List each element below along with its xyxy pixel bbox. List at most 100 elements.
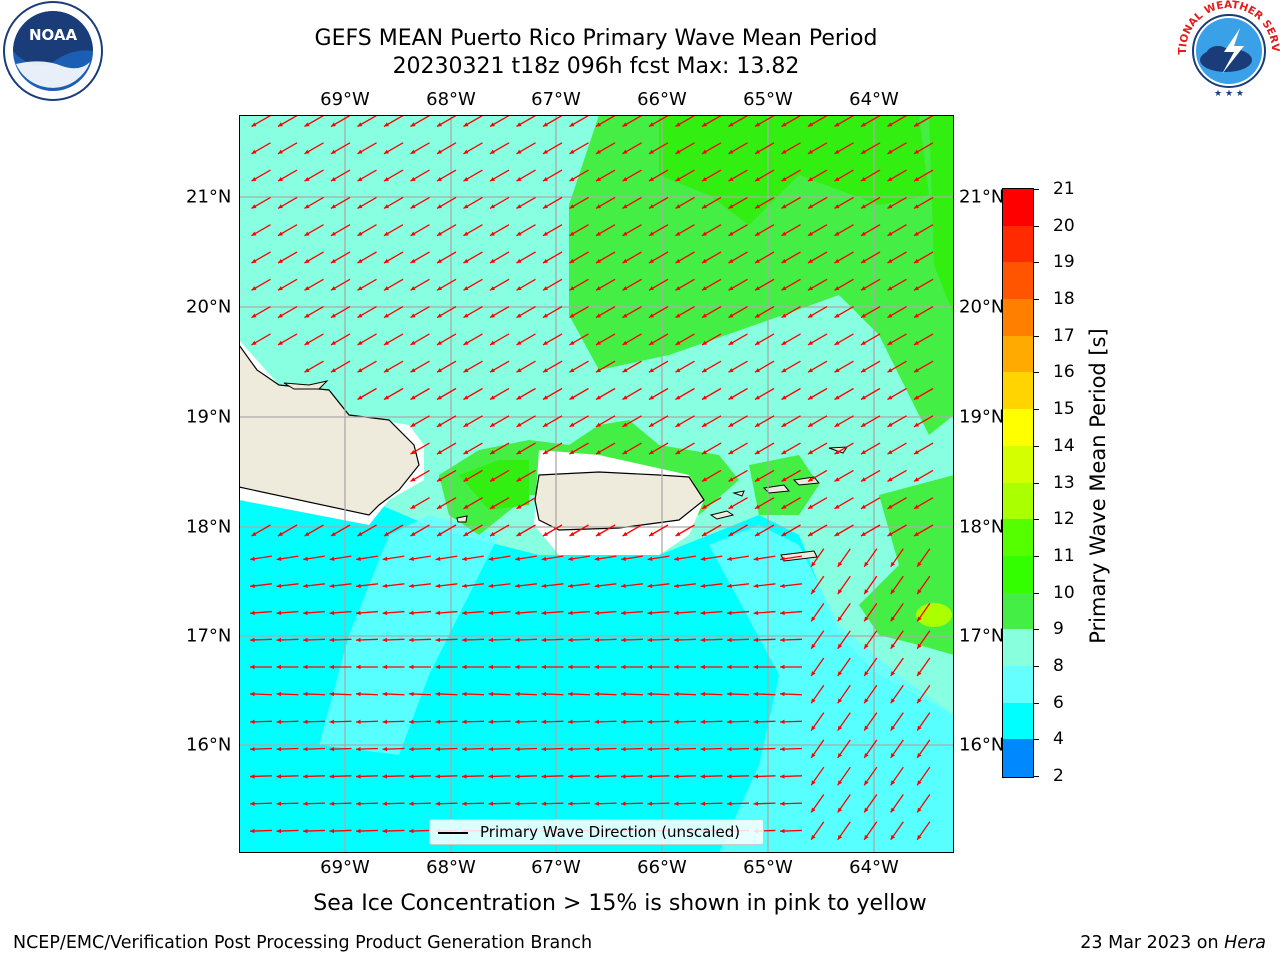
- colorbar-segment: [1003, 592, 1033, 630]
- wave-direction-arrow: [620, 774, 644, 779]
- wave-direction-arrow: [410, 415, 430, 428]
- wave-direction-arrow: [754, 524, 775, 537]
- graticule: [239, 115, 954, 853]
- wave-direction-arrow: [516, 196, 536, 209]
- wave-direction-arrow: [569, 415, 589, 428]
- colorbar-segment: [1003, 409, 1033, 447]
- wave-direction-arrow: [860, 224, 881, 237]
- wave-direction-arrow: [781, 387, 801, 401]
- wave-direction-arrow: [276, 637, 299, 643]
- wave-direction-arrow: [410, 224, 430, 237]
- wave-direction-arrow: [726, 637, 750, 643]
- wave-direction-arrow: [726, 746, 750, 752]
- wave-direction-arrow: [810, 548, 825, 568]
- wave-direction-arrow: [834, 415, 854, 428]
- wave-direction-arrow: [249, 637, 273, 643]
- wave-direction-arrow: [779, 774, 803, 779]
- wave-direction-arrow: [569, 251, 589, 264]
- lat-label-right-21n: 21°N: [959, 186, 1005, 208]
- wave-direction-arrow: [863, 575, 878, 595]
- wave-direction-arrow: [542, 306, 563, 319]
- wave-direction-arrow: [249, 583, 273, 589]
- wave-direction-arrow: [647, 746, 670, 752]
- colorbar-tick-mark: [1033, 776, 1039, 777]
- wave-direction-arrow: [622, 360, 642, 373]
- colorbar-tick-mark: [1033, 555, 1039, 557]
- wave-direction-arrow: [488, 555, 511, 561]
- colorbar-segment: [1003, 665, 1033, 704]
- colorbar-tick-mark: [1033, 299, 1039, 301]
- colorbar-tick-mark: [1033, 372, 1039, 374]
- wave-direction-arrow: [887, 196, 907, 209]
- wave-direction-arrow: [701, 251, 722, 264]
- wave-direction-arrow: [594, 637, 617, 643]
- wave-direction-arrow: [781, 251, 801, 264]
- wave-direction-arrow: [541, 555, 564, 561]
- wave-direction-arrow: [514, 637, 538, 643]
- wave-direction-arrow: [489, 387, 510, 401]
- wave-direction-arrow: [700, 610, 723, 616]
- wave-direction-arrow: [594, 664, 617, 670]
- wave-direction-arrow: [249, 719, 273, 725]
- wave-direction-arrow: [277, 224, 298, 237]
- wave-direction-arrow: [277, 333, 298, 346]
- wave-direction-arrow: [276, 828, 299, 834]
- wave-direction-arrow: [489, 497, 510, 510]
- wave-direction-arrow: [302, 719, 326, 725]
- wave-direction-arrow: [673, 746, 697, 752]
- wave-direction-arrow: [251, 196, 271, 209]
- wave-direction-arrow: [779, 583, 803, 589]
- wave-direction-arrow: [569, 333, 589, 346]
- wave-direction-arrow: [620, 637, 644, 643]
- wave-direction-arrow: [436, 469, 457, 482]
- colorbar-tick-label: 8: [1053, 655, 1064, 676]
- wave-direction-arrow: [251, 169, 271, 182]
- wave-direction-arrow: [913, 278, 934, 291]
- wave-direction-arrow: [754, 306, 775, 319]
- wave-direction-arrow: [488, 801, 511, 806]
- wave-direction-arrow: [595, 387, 616, 401]
- wave-direction-arrow: [357, 360, 377, 373]
- wave-direction-arrow: [673, 664, 697, 670]
- wave-direction-arrow: [887, 360, 907, 373]
- wave-direction-arrow: [834, 278, 854, 291]
- wave-direction-arrow: [594, 719, 617, 725]
- wave-direction-arrow: [834, 469, 854, 482]
- wave-direction-arrow: [622, 442, 642, 455]
- wave-direction-arrow: [516, 415, 536, 428]
- wave-direction-arrow: [648, 333, 669, 346]
- lat-label-left-21n: 21°N: [186, 186, 232, 208]
- wave-direction-arrow: [329, 801, 352, 806]
- wave-direction-arrow: [329, 691, 352, 697]
- wave-direction-arrow: [516, 251, 536, 264]
- wave-direction-arrow: [860, 415, 881, 428]
- wave-direction-arrow: [436, 196, 457, 209]
- wave-direction-arrow: [435, 583, 458, 589]
- wave-direction-arrow: [251, 115, 271, 128]
- wave-direction-arrow: [781, 333, 801, 346]
- wave-direction-arrow: [516, 442, 536, 455]
- colorbar-tick-mark: [1033, 445, 1039, 447]
- lat-label-right-18n: 18°N: [959, 516, 1005, 538]
- wave-direction-arrow: [701, 142, 722, 155]
- wave-direction-arrow: [834, 142, 854, 155]
- wave-direction-arrow: [542, 415, 563, 428]
- wave-direction-arrow: [620, 583, 644, 589]
- wave-direction-arrow: [834, 524, 854, 537]
- wave-direction-arrow: [701, 224, 722, 237]
- wave-direction-arrow: [303, 555, 325, 561]
- wave-direction-arrow: [594, 610, 617, 616]
- lat-label-left-19n: 19°N: [186, 406, 232, 428]
- wave-direction-arrow: [408, 691, 432, 697]
- footer-host: Hera: [1224, 933, 1266, 953]
- wave-direction-arrow: [860, 387, 881, 401]
- wave-direction-arrow: [675, 278, 695, 291]
- wave-direction-arrow: [568, 555, 590, 561]
- wave-direction-arrow: [542, 387, 563, 401]
- wave-direction-arrow: [541, 583, 564, 589]
- ocean-field-8-9s-west: [319, 515, 499, 755]
- wave-direction-arrow: [463, 224, 483, 237]
- wave-direction-arrow: [916, 548, 931, 568]
- wave-direction-arrow: [382, 828, 405, 834]
- wave-direction-arrow: [754, 251, 775, 264]
